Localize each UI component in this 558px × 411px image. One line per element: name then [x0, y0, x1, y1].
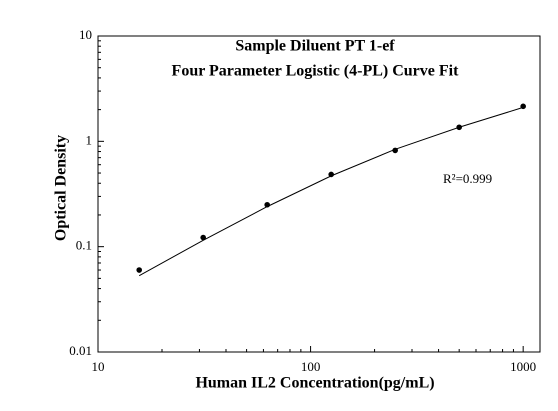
x-axis-title: Human IL2 Concentration(pg/mL)	[195, 375, 434, 392]
y-tick-label: 10	[79, 27, 92, 42]
x-tick-label: 100	[301, 359, 321, 374]
y-tick-label: 1	[86, 132, 93, 147]
y-tick-label: 0.1	[76, 238, 92, 253]
data-point	[328, 171, 334, 178]
data-point	[136, 267, 143, 273]
plot-frame	[97, 35, 541, 353]
data-point	[200, 234, 206, 241]
y-axis-title: Optical Density	[53, 135, 70, 241]
x-tick-label: 10	[92, 359, 105, 374]
r-squared: R²=0.999	[443, 171, 492, 186]
y-tick-label: 0.01	[69, 343, 92, 358]
chart-title: Sample Diluent PT 1-ef	[235, 38, 395, 55]
fit-curve	[138, 106, 524, 277]
chart-subtitle: Four Parameter Logistic (4-PL) Curve Fit	[172, 63, 460, 80]
x-tick-label: 1000	[510, 359, 536, 374]
